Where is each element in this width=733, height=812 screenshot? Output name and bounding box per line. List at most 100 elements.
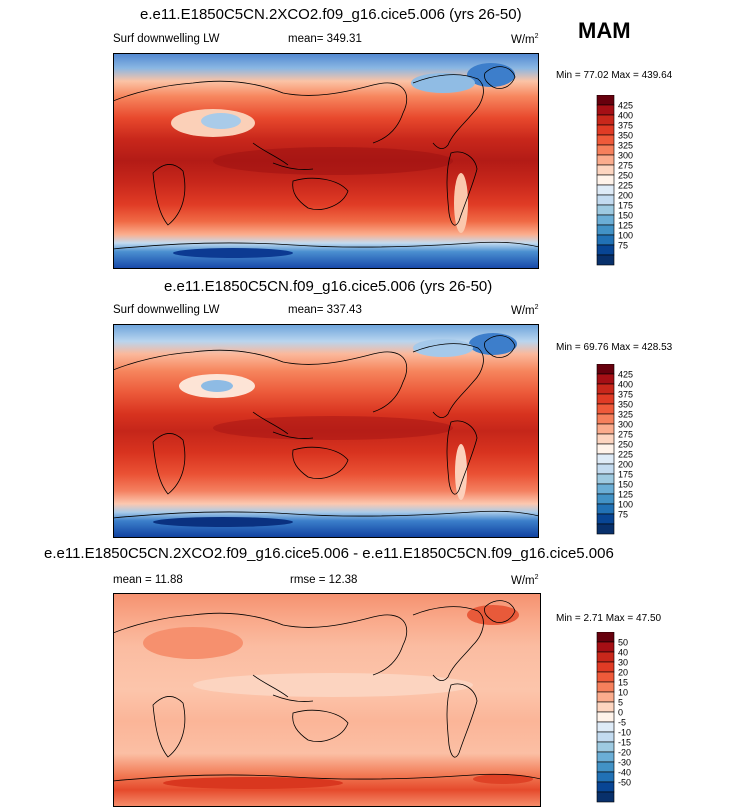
colorbar-tick-label: 350 bbox=[618, 400, 633, 410]
colorbar-swatch bbox=[596, 473, 615, 485]
panel-1-variable-label: Surf downwelling LW bbox=[113, 33, 220, 45]
colorbar-tick-label: 100 bbox=[618, 231, 633, 241]
panel-3-minmax: Min = 2.71 Max = 47.50 bbox=[556, 613, 662, 624]
colorbar-swatch bbox=[596, 671, 615, 683]
colorbar-tick-label: 100 bbox=[618, 500, 633, 510]
colorbar-tick-label: 425 bbox=[618, 101, 633, 111]
colorbar-swatch bbox=[596, 174, 615, 186]
panel-2-title: e.e11.E1850C5CN.f09_g16.cice5.006 (yrs 2… bbox=[164, 278, 493, 295]
colorbar-swatch bbox=[596, 483, 615, 495]
colorbar-tick-label: -5 bbox=[618, 718, 626, 728]
colorbar-tick-label: 125 bbox=[618, 221, 633, 231]
colorbar-swatch bbox=[596, 781, 615, 793]
colorbar-tick-label: -40 bbox=[618, 768, 631, 778]
colorbar-tick-label: 375 bbox=[618, 390, 633, 400]
colorbar-swatch bbox=[596, 641, 615, 653]
colorbar-swatch bbox=[596, 383, 615, 395]
panel-2-variable-label: Surf downwelling LW bbox=[113, 304, 220, 316]
colorbar-swatch bbox=[596, 721, 615, 733]
colorbar-swatch bbox=[596, 731, 615, 743]
colorbar-tick-label: 150 bbox=[618, 480, 633, 490]
colorbar-swatch bbox=[596, 234, 615, 246]
colorbar-tick-label: 175 bbox=[618, 201, 633, 211]
panel-3-rmse-label: rmse = 12.38 bbox=[290, 574, 358, 586]
colorbar-tick-label: -20 bbox=[618, 748, 631, 758]
colorbar-swatch bbox=[596, 124, 615, 136]
colorbar-tick-label: 0 bbox=[618, 708, 623, 718]
colorbar-tick-label: -30 bbox=[618, 758, 631, 768]
colorbar-tick-label: 75 bbox=[618, 510, 628, 520]
colorbar-tick-label: 150 bbox=[618, 211, 633, 221]
colorbar-swatch bbox=[596, 373, 615, 385]
colorbar-tick-label: 125 bbox=[618, 490, 633, 500]
panel-3-units: W/m2 bbox=[511, 574, 539, 587]
colorbar-tick-label: -50 bbox=[618, 778, 631, 788]
colorbar-swatch bbox=[596, 194, 615, 206]
colorbar-tick-label: 15 bbox=[618, 678, 628, 688]
panel-2-units: W/m2 bbox=[511, 304, 539, 317]
colorbar-swatch bbox=[596, 114, 615, 126]
panel-2-colorbar: 4254003753503253002752502252001751501251… bbox=[596, 364, 633, 535]
colorbar-tick-label: 375 bbox=[618, 121, 633, 131]
panel-1-title: e.e11.E1850C5CN.2XCO2.f09_g16.cice5.006 … bbox=[140, 6, 522, 23]
colorbar-tick-label: -15 bbox=[618, 738, 631, 748]
colorbar-swatch bbox=[596, 144, 615, 156]
colorbar-tick-label: 50 bbox=[618, 638, 628, 648]
colorbar-swatch bbox=[596, 493, 615, 505]
colorbar-tick-label: 350 bbox=[618, 131, 633, 141]
colorbar-tick-label: 20 bbox=[618, 668, 628, 678]
panel-1-mean-label: mean= 349.31 bbox=[288, 33, 362, 45]
colorbar-swatch bbox=[596, 453, 615, 465]
colorbar-tick-label: 250 bbox=[618, 171, 633, 181]
colorbar-swatch bbox=[596, 761, 615, 773]
colorbar-tick-label: 40 bbox=[618, 648, 628, 658]
field-features bbox=[171, 63, 515, 258]
colorbar-tick-label: 325 bbox=[618, 141, 633, 151]
season-label: MAM bbox=[578, 18, 631, 43]
colorbar-tick-label: 400 bbox=[618, 380, 633, 390]
colorbar-tick-label: 225 bbox=[618, 450, 633, 460]
colorbar-tick-label: -10 bbox=[618, 728, 631, 738]
map-frame bbox=[113, 53, 539, 269]
colorbar-swatch bbox=[596, 661, 615, 673]
panel-1-colorbar: 4254003753503253002752502252001751501251… bbox=[596, 95, 633, 266]
colorbar-swatch bbox=[596, 403, 615, 415]
colorbar-tick-label: 275 bbox=[618, 161, 633, 171]
panel-2-map bbox=[113, 324, 539, 538]
colorbar-swatch bbox=[596, 104, 615, 116]
colorbar-swatch bbox=[596, 204, 615, 216]
colorbar-swatch bbox=[596, 364, 615, 375]
panel-1-minmax: Min = 77.02 Max = 439.64 bbox=[556, 70, 673, 81]
colorbar-swatch bbox=[596, 423, 615, 435]
colorbar-tick-label: 30 bbox=[618, 658, 628, 668]
colorbar-tick-label: 5 bbox=[618, 698, 623, 708]
colorbar-swatch bbox=[596, 413, 615, 425]
colorbar-tick-label: 75 bbox=[618, 241, 628, 251]
colorbar-tick-label: 225 bbox=[618, 181, 633, 191]
field-features bbox=[143, 605, 533, 789]
colorbar-swatch bbox=[596, 134, 615, 146]
map-frame bbox=[113, 593, 541, 807]
panel-3-map bbox=[113, 593, 541, 807]
colorbar-tick-label: 200 bbox=[618, 191, 633, 201]
colorbar-tick-label: 400 bbox=[618, 111, 633, 121]
colorbar-tick-label: 300 bbox=[618, 151, 633, 161]
colorbar-swatch bbox=[596, 463, 615, 475]
colorbar-swatch bbox=[596, 95, 615, 106]
colorbar-swatch bbox=[596, 771, 615, 783]
colorbar-tick-label: 300 bbox=[618, 420, 633, 430]
colorbar-swatch bbox=[596, 701, 615, 713]
colorbar-swatch bbox=[596, 711, 615, 723]
colorbar-swatch bbox=[596, 443, 615, 455]
colorbar-tick-label: 250 bbox=[618, 440, 633, 450]
colorbar-swatch bbox=[596, 632, 615, 643]
colorbar-swatch bbox=[596, 513, 615, 525]
colorbar-swatch bbox=[596, 254, 615, 266]
colorbar-tick-label: 10 bbox=[618, 688, 628, 698]
colorbar-swatch bbox=[596, 503, 615, 515]
coastlines bbox=[113, 66, 539, 250]
panel-3-title: e.e11.E1850C5CN.2XCO2.f09_g16.cice5.006 … bbox=[44, 545, 614, 562]
colorbar-swatch bbox=[596, 214, 615, 226]
